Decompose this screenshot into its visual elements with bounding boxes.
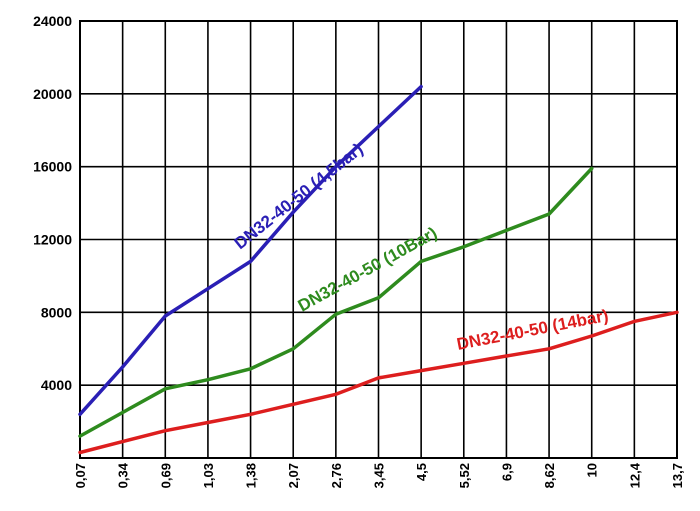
x-tick-label: 1,03 xyxy=(201,463,216,488)
x-tick-label: 3,45 xyxy=(372,463,387,488)
series-line-3 xyxy=(78,310,679,455)
x-tick-label: 10 xyxy=(585,463,600,477)
x-tick-label: 2,07 xyxy=(286,463,301,488)
y-tick-label: 8000 xyxy=(41,304,72,320)
series-line-2 xyxy=(78,166,594,438)
y-tick-label: 16000 xyxy=(33,159,72,175)
x-tick-label: 5,52 xyxy=(457,463,472,488)
x-tick-label: 4,5 xyxy=(414,463,429,481)
y-tick-label: 4000 xyxy=(41,377,72,393)
x-tick-label: 12,4 xyxy=(627,462,642,488)
series-line-1 xyxy=(78,84,423,417)
x-tick-label: 0,34 xyxy=(116,462,131,488)
x-tick-label: 1,38 xyxy=(244,463,259,488)
series-lines xyxy=(78,84,679,455)
y-tick-label: 20000 xyxy=(33,86,72,102)
x-tick-label: 0,69 xyxy=(158,463,173,488)
x-tick-label: 0,07 xyxy=(73,463,88,488)
x-tick-label: 6,9 xyxy=(499,463,514,481)
series-labels: DN32-40-50 (4,5bar)DN32-40-50 (10Bar)DN3… xyxy=(231,139,610,353)
grid xyxy=(79,20,678,459)
x-tick-label: 8,62 xyxy=(542,463,557,488)
y-axis-ticks: 24000 20000 16000 12000 8000 4000 xyxy=(33,13,72,393)
y-tick-label: 24000 xyxy=(33,13,72,29)
x-tick-label: 2,76 xyxy=(329,463,344,488)
y-tick-label: 12000 xyxy=(33,232,72,248)
x-axis-ticks: 0,07 0,34 0,69 1,03 1,38 2,07 2,76 3,45 4,5 5,52 6… xyxy=(73,462,685,488)
x-tick-label: 13,7 xyxy=(670,463,685,488)
